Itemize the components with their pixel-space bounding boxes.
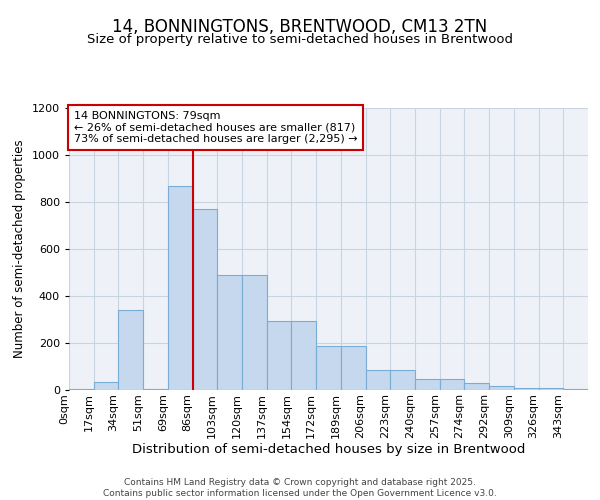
Bar [193,208,217,390]
Bar [440,378,464,390]
Text: Size of property relative to semi-detached houses in Brentwood: Size of property relative to semi-detach… [87,32,513,46]
Text: 14, BONNINGTONS, BRENTWOOD, CM13 2TN: 14, BONNINGTONS, BRENTWOOD, CM13 2TN [112,18,488,36]
Bar [143,389,168,390]
Bar [539,388,563,390]
Bar [267,320,292,390]
Bar [563,389,588,390]
Bar [415,378,440,390]
Bar [390,370,415,390]
Bar [365,370,390,390]
Text: 14 BONNINGTONS: 79sqm
← 26% of semi-detached houses are smaller (817)
73% of sem: 14 BONNINGTONS: 79sqm ← 26% of semi-deta… [74,111,358,144]
X-axis label: Distribution of semi-detached houses by size in Brentwood: Distribution of semi-detached houses by … [132,444,525,456]
Bar [69,389,94,390]
Bar [118,310,143,390]
Bar [168,186,193,390]
Bar [94,382,118,390]
Bar [292,320,316,390]
Bar [514,388,539,390]
Bar [464,383,489,390]
Bar [316,346,341,390]
Y-axis label: Number of semi-detached properties: Number of semi-detached properties [13,140,26,358]
Text: Contains HM Land Registry data © Crown copyright and database right 2025.
Contai: Contains HM Land Registry data © Crown c… [103,478,497,498]
Bar [489,386,514,390]
Bar [242,274,267,390]
Bar [341,346,365,390]
Bar [217,274,242,390]
